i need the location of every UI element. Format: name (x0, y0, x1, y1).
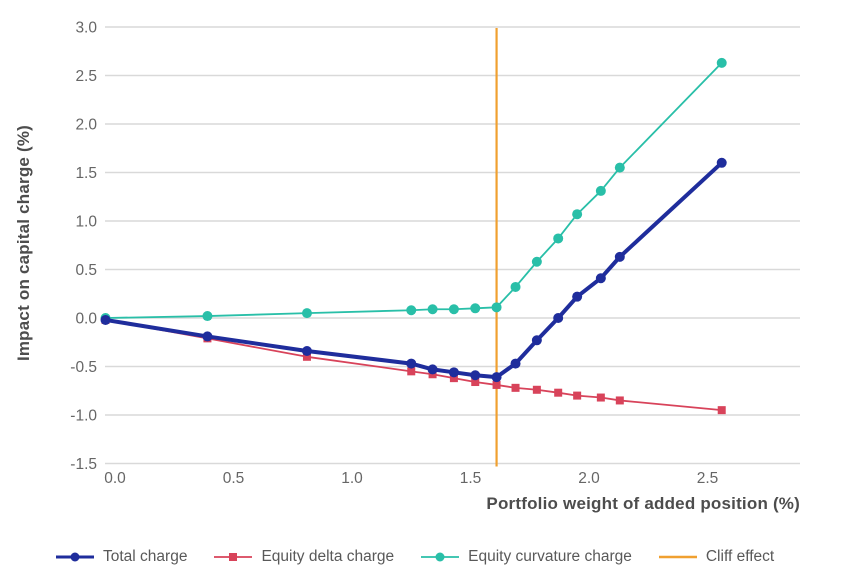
data-point (470, 303, 481, 314)
legend-swatch-equity-curvature-charge (421, 552, 460, 562)
y-tick-label: 1.0 (75, 214, 97, 231)
data-point (471, 378, 480, 387)
data-point (572, 291, 583, 302)
x-tick-labels: 0.0 0.5 1.0 1.5 2.0 2.5 (104, 470, 718, 487)
data-point (595, 273, 606, 284)
legend-swatch-total-charge (56, 552, 94, 562)
data-point (511, 383, 520, 392)
x-tick-label: 2.5 (697, 470, 719, 487)
y-tick-label: 2.5 (75, 68, 97, 85)
x-axis-title: Portfolio weight of added position (%) (486, 494, 800, 513)
data-point (202, 311, 213, 322)
data-point (614, 162, 625, 173)
data-point (553, 313, 564, 323)
data-point (406, 305, 417, 316)
y-tick-label: 1.5 (75, 165, 97, 182)
data-point (302, 352, 311, 361)
y-tick-label: 2.0 (75, 117, 97, 134)
gridlines (105, 26, 800, 465)
legend-label-equity-curvature-charge: Equity curvature charge (468, 548, 632, 565)
y-axis-title: Impact on capital charge (%) (14, 124, 33, 362)
x-tick-label: 1.5 (460, 470, 482, 487)
data-point (532, 385, 541, 394)
legend-item-cliff-effect: Cliff effect (658, 548, 774, 566)
data-point (531, 335, 542, 346)
data-point (427, 304, 438, 315)
data-point (596, 393, 605, 402)
data-point (615, 396, 624, 405)
data-point (510, 358, 521, 369)
x-tick-label: 0.0 (104, 470, 126, 487)
y-tick-label: -1.5 (70, 456, 97, 473)
data-point (492, 380, 501, 389)
x-tick-label: 0.5 (223, 470, 245, 487)
legend-swatch-equity-delta-charge (214, 553, 253, 561)
data-point (301, 308, 312, 319)
data-point (614, 251, 625, 262)
legend-label-total-charge: Total charge (103, 548, 188, 565)
data-point (491, 302, 502, 313)
data-point (449, 374, 458, 383)
legend-swatch-cliff-effect (658, 555, 697, 559)
y-tick-label: 0.5 (75, 262, 97, 279)
data-point (716, 57, 727, 68)
data-point (554, 388, 563, 397)
data-point (301, 345, 312, 356)
y-tick-label: 0.0 (75, 311, 97, 328)
data-point (491, 372, 502, 383)
data-point (407, 367, 416, 376)
y-tick-label: 3.0 (75, 20, 97, 37)
legend-item-equity-curvature-charge: Equity curvature charge (420, 548, 632, 566)
data-point (100, 314, 111, 325)
legend-item-total-charge: Total charge (55, 548, 187, 566)
data-point (716, 157, 727, 168)
data-point (202, 331, 213, 342)
data-point (553, 233, 564, 244)
data-point (717, 406, 726, 415)
y-tick-label: -0.5 (70, 359, 97, 376)
legend: Total charge Equity delta charge Equity cu… (55, 542, 774, 572)
legend-item-equity-delta-charge: Equity delta charge (213, 548, 394, 566)
data-point (595, 185, 606, 196)
legend-label-equity-delta-charge: Equity delta charge (261, 548, 395, 565)
data-point (572, 209, 583, 220)
x-tick-label: 1.0 (341, 470, 363, 487)
data-point (573, 391, 582, 400)
data-point (406, 358, 417, 369)
legend-label-cliff-effect: Cliff effect (705, 548, 775, 565)
y-tick-label: -1.0 (70, 408, 97, 425)
y-tick-labels: 3.0 2.5 2.0 1.5 1.0 0.5 0.0 -0.5 -1.0 -1.5 (70, 20, 97, 474)
data-point (531, 256, 542, 267)
chart-plot-area: 3.0 2.5 2.0 1.5 1.0 0.5 0.0 -0.5 -1.0 -1.5 0.0 0.5 1… (70, 20, 800, 487)
series-total-charge (100, 157, 727, 383)
x-tick-label: 2.0 (578, 470, 600, 487)
data-point (427, 364, 438, 375)
data-point (470, 370, 481, 381)
data-point (510, 281, 521, 292)
data-point (448, 367, 459, 378)
data-point (448, 304, 459, 315)
series-equity-curvature-charge (100, 57, 727, 323)
